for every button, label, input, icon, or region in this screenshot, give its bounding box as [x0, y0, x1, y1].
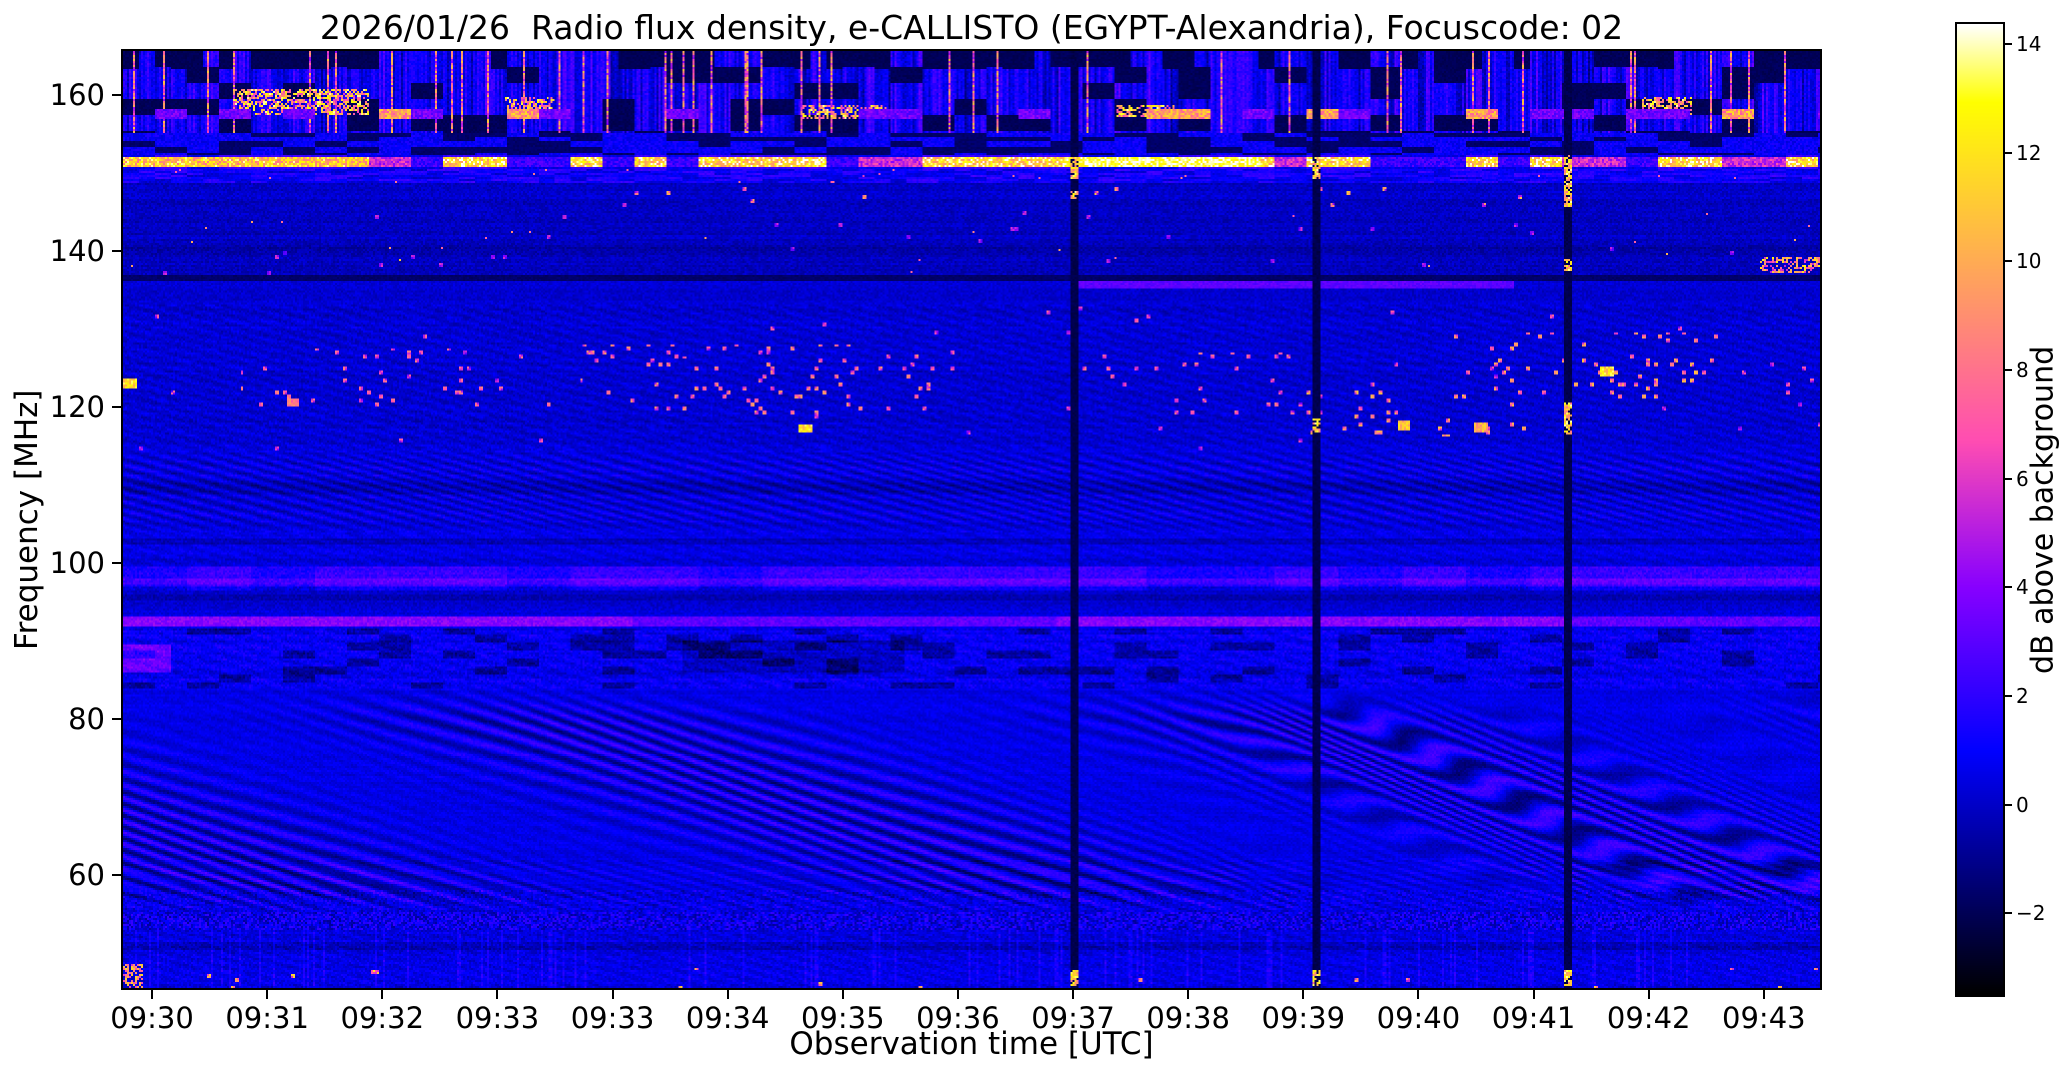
x-tick-mark	[611, 990, 614, 999]
colorbar-tick-mark	[2005, 43, 2012, 46]
x-tick-label: 09:31	[225, 1001, 309, 1035]
x-tick-mark	[151, 990, 153, 999]
x-tick-mark	[1762, 990, 1765, 999]
x-tick-label: 09:33	[455, 1001, 540, 1035]
x-tick-label: 09:43	[1722, 1001, 1806, 1035]
colorbar-tick-label: 4	[2016, 575, 2029, 600]
x-tick-label: 09:37	[1031, 1001, 1115, 1035]
colorbar-tick-label: 0	[2016, 792, 2029, 817]
y-tick-mark	[112, 873, 121, 876]
x-tick-label: 09:41	[1491, 1001, 1576, 1035]
colorbar-tick-mark	[2005, 477, 2012, 480]
y-axis-label: Frequency [MHz]	[9, 389, 45, 650]
y-tick-mark	[112, 561, 121, 564]
colorbar-tick-label: 2	[2016, 684, 2029, 709]
y-tick-label: 160	[49, 77, 105, 112]
x-tick-label: 09:30	[110, 1001, 194, 1035]
x-tick-mark	[266, 990, 269, 999]
colorbar-tick-mark	[2005, 912, 2012, 915]
x-tick-label: 09:40	[1376, 1001, 1461, 1035]
x-tick-mark	[381, 990, 384, 999]
colorbar-label: dB above background	[2025, 345, 2061, 674]
x-tick-mark	[1072, 990, 1075, 999]
colorbar-tick-mark	[2005, 369, 2012, 372]
y-tick-label: 80	[68, 701, 105, 736]
colorbar-tick-mark	[2005, 586, 2012, 589]
x-tick-label: 09:35	[800, 1001, 885, 1035]
x-tick-label: 09:32	[340, 1001, 425, 1035]
colorbar-tick-label: 6	[2016, 466, 2029, 491]
x-tick-mark	[956, 990, 959, 999]
y-tick-mark	[112, 93, 121, 96]
colorbar-tick-label: −2	[2016, 901, 2046, 926]
x-axis-label: Observation time [UTC]	[789, 1026, 1154, 1062]
colorbar-tick-mark	[2005, 803, 2012, 806]
x-tick-label: 09:33	[570, 1001, 655, 1035]
x-tick-mark	[496, 990, 499, 999]
y-tick-label: 120	[49, 389, 105, 424]
x-tick-mark	[1302, 990, 1305, 999]
y-tick-mark	[112, 405, 121, 408]
x-tick-label: 09:38	[1146, 1001, 1230, 1035]
x-tick-mark	[1647, 990, 1650, 999]
colorbar-tick-mark	[2005, 695, 2012, 698]
x-tick-mark	[1532, 990, 1535, 999]
chart-title: 2026/01/26 Radio flux density, e-CALLIST…	[319, 8, 1624, 47]
colorbar-tick-mark	[2005, 260, 2012, 263]
y-tick-mark	[112, 717, 121, 720]
x-tick-label: 09:34	[685, 1001, 770, 1035]
colorbar-gradient	[1957, 24, 2003, 995]
y-tick-label: 60	[68, 857, 105, 892]
colorbar-tick-label: 12	[2016, 140, 2042, 165]
y-tick-mark	[112, 249, 121, 252]
x-tick-mark	[841, 990, 844, 999]
x-tick-mark	[1417, 990, 1420, 999]
colorbar-tick-label: 8	[2016, 358, 2029, 383]
x-tick-label: 09:39	[1261, 1001, 1346, 1035]
x-tick-mark	[726, 990, 729, 999]
x-tick-label: 09:42	[1606, 1001, 1691, 1035]
y-tick-label: 140	[49, 233, 105, 268]
x-tick-label: 09:36	[916, 1001, 1000, 1035]
colorbar-tick-label: 10	[2016, 249, 2042, 274]
colorbar-tick-label: 14	[2016, 32, 2042, 57]
colorbar-tick-mark	[2005, 151, 2012, 154]
spectrogram-heatmap	[123, 51, 1820, 988]
y-tick-label: 100	[49, 545, 105, 580]
x-tick-mark	[1187, 990, 1190, 999]
